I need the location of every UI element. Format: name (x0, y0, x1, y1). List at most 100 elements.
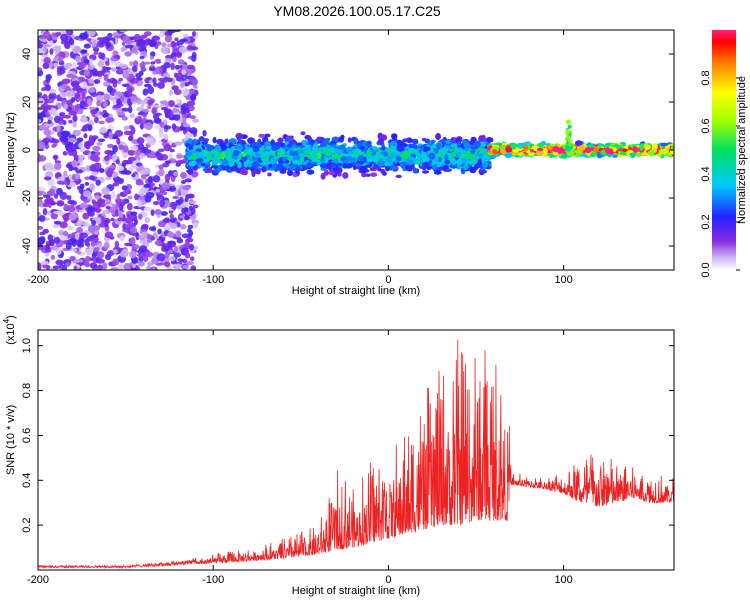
spectrogram-cell (109, 164, 116, 169)
spectrogram-cell (51, 224, 60, 228)
spectrogram-cell (644, 144, 651, 150)
spectrogram-cell (46, 98, 55, 104)
spectrogram-cell (412, 167, 418, 174)
spectrogram-cell (482, 161, 489, 168)
spectrogram-cell (111, 171, 119, 177)
spectrogram-cell (68, 110, 78, 116)
spectrogram-cell (84, 176, 91, 180)
spectrogram-cell (89, 183, 95, 191)
spectrogram-cell (325, 149, 332, 157)
spectrogram-cell (84, 123, 91, 129)
spectrogram-cell (228, 138, 237, 144)
spectrogram-cell (124, 51, 132, 57)
spectrogram-cell (141, 223, 149, 230)
spectrogram-cell (621, 148, 628, 152)
spectrogram-cell (126, 223, 133, 229)
spectrogram-cell (605, 147, 611, 155)
spectrogram-cell (124, 125, 130, 130)
spectrogram-cell (128, 250, 137, 259)
spectrogram-cell (172, 114, 181, 121)
spectrogram-cell (505, 147, 513, 153)
spectrogram-cell (112, 82, 118, 88)
spectrogram-cell (235, 132, 243, 139)
spectrogram-cell (155, 67, 160, 75)
spectrogram-cell (120, 64, 128, 69)
spectrogram-cell (184, 178, 192, 183)
spectrogram-cell (95, 217, 102, 225)
spectrogram-cell (99, 168, 105, 173)
spectrogram-cell (196, 158, 204, 163)
spectrogram-cell (56, 68, 66, 75)
spectrogram-cell (112, 249, 118, 254)
spectrogram-cell (226, 147, 232, 154)
spectrogram-cell (38, 113, 46, 118)
spectrogram-cell (114, 240, 120, 249)
spectrogram-cell (220, 152, 226, 160)
spectrogram-cell (143, 149, 152, 154)
spectrogram-cell (97, 267, 104, 270)
spectrogram-cell (103, 112, 110, 118)
spectrogram-cell (219, 144, 227, 151)
spectrogram-cell (139, 170, 145, 175)
spectrogram-cell (451, 159, 457, 166)
spectrogram-cell (216, 145, 222, 153)
spectrogram-cell (434, 154, 439, 162)
spectrogram-cell (432, 164, 438, 171)
spectrogram-cell (299, 156, 305, 163)
spectrogram-cell (144, 216, 151, 224)
spectrogram-cell (137, 199, 143, 208)
spectrogram-cell (42, 44, 48, 53)
snr-y-tick-label: 1.0 (21, 338, 33, 353)
spectrogram-cell (143, 61, 151, 65)
spectrogram-cell (146, 265, 152, 270)
spectrogram-cell (112, 258, 120, 266)
spectrogram-cell (477, 158, 482, 166)
spectrogram-cell (42, 31, 51, 40)
spectrogram-cell (129, 226, 138, 234)
spectrogram-cell (53, 210, 61, 215)
spectrogram-cell (276, 150, 282, 157)
spectrogram-cell (128, 88, 133, 96)
spectrogram-cell (661, 148, 668, 155)
spectrogram-cell (96, 91, 105, 97)
spectrogram-cell (173, 171, 178, 177)
spectrogram-cell (617, 148, 624, 152)
spectrogram-cell (174, 37, 179, 42)
spectrogram-cell (289, 150, 295, 156)
spectrogram-cell (44, 84, 51, 92)
spectrogram-cell (93, 162, 102, 170)
spectrogram-cell (54, 160, 62, 164)
spectrogram-cell (130, 211, 138, 216)
spectrogram-cell (270, 145, 279, 151)
spectrogram-cell (135, 72, 142, 79)
spectrogram-cell (165, 222, 170, 230)
spectrogram-cell (104, 149, 113, 155)
spectrogram-cell (365, 143, 371, 147)
spectrogram-cell (174, 64, 181, 70)
spectrogram-cell (47, 104, 52, 111)
snr-x-tick-label: -200 (27, 574, 49, 586)
spectrogram-cell (181, 88, 190, 97)
spectrogram-cell (96, 39, 106, 48)
snr-y-ticks: 0.2 0.4 0.6 0.8 1.0 (21, 338, 674, 533)
spectrogram-cell (155, 58, 162, 64)
spectrogram-cell (137, 213, 143, 220)
spectrogram-cell (516, 142, 525, 149)
spectrogram-cell (395, 156, 402, 162)
spectrogram-cell (40, 103, 49, 110)
spectrogram-cell (121, 116, 128, 121)
spectrogram-cell (67, 199, 75, 205)
spectrogram-cell (164, 108, 170, 117)
spectrogram-cell (45, 197, 54, 204)
spectrogram-x-tick-label: 0 (385, 274, 391, 286)
spectrogram-cell (143, 39, 152, 46)
spectrogram-cell (105, 117, 115, 123)
spectrogram-cell (38, 106, 43, 111)
spectrogram-cell (140, 67, 147, 72)
spectrogram-cell (181, 103, 189, 111)
spectrogram-spike (565, 144, 570, 149)
spectrogram-cell (402, 138, 408, 143)
spectrogram-cell (57, 56, 63, 62)
spectrogram-cell (148, 226, 157, 231)
spectrogram-cell (366, 149, 373, 156)
